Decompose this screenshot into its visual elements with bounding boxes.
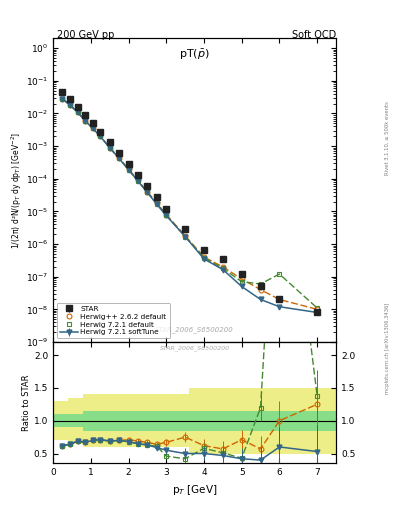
Herwig 7.2.1 default [202, 254, 206, 261]
Herwig 7.2.1 default [68, 102, 72, 108]
Herwig 7.2.1 default [107, 144, 112, 151]
Text: Rivet 3.1.10, ≥ 500k events: Rivet 3.1.10, ≥ 500k events [385, 101, 390, 175]
Herwig 7.2.1 default [145, 189, 150, 196]
Herwig++ 2.6.2 default [183, 232, 187, 239]
Herwig++ 2.6.2 default [136, 177, 140, 183]
Herwig 7.2.1 default [60, 96, 65, 102]
Herwig++ 2.6.2 default [83, 118, 88, 124]
Line: Herwig++ 2.6.2 default: Herwig++ 2.6.2 default [60, 96, 320, 312]
Herwig++ 2.6.2 default [126, 166, 131, 172]
Text: pT($\bar{p}$): pT($\bar{p}$) [179, 48, 210, 62]
Herwig++ 2.6.2 default [239, 276, 244, 282]
Herwig 7.2.1 default [258, 281, 263, 287]
Herwig++ 2.6.2 default [277, 296, 282, 303]
Herwig++ 2.6.2 default [315, 306, 320, 312]
Herwig 7.2.1 default [98, 133, 103, 139]
Herwig++ 2.6.2 default [75, 109, 80, 115]
Herwig++ 2.6.2 default [117, 155, 121, 161]
Herwig 7.2.1 default [83, 118, 88, 124]
Y-axis label: Ratio to STAR: Ratio to STAR [22, 374, 31, 431]
Herwig 7.2.1 default [90, 125, 95, 132]
Herwig 7.2.1 default [220, 265, 225, 271]
Herwig 7.2.1 default [183, 233, 187, 240]
Herwig 7.2.1 default [277, 271, 282, 277]
Text: STAR_2006_S6500200: STAR_2006_S6500200 [160, 346, 230, 351]
Herwig 7.2.1 default [75, 109, 80, 115]
Text: STAR_2006_S6500200: STAR_2006_S6500200 [155, 326, 234, 333]
Herwig++ 2.6.2 default [154, 200, 159, 206]
Herwig++ 2.6.2 default [258, 287, 263, 293]
Herwig++ 2.6.2 default [60, 96, 65, 102]
Herwig++ 2.6.2 default [145, 189, 150, 195]
Herwig 7.2.1 default [136, 178, 140, 184]
Text: Soft QCD: Soft QCD [292, 30, 336, 40]
Herwig++ 2.6.2 default [90, 125, 95, 132]
Herwig 7.2.1 default [154, 201, 159, 207]
Text: mcplots.cern.ch [arXiv:1306.3436]: mcplots.cern.ch [arXiv:1306.3436] [385, 303, 390, 394]
Herwig++ 2.6.2 default [107, 144, 112, 151]
Herwig++ 2.6.2 default [220, 264, 225, 270]
Y-axis label: 1/(2π) d²N/(p$_T$ dy dp$_T$) [GeV$^{-2}$]: 1/(2π) d²N/(p$_T$ dy dp$_T$) [GeV$^{-2}$… [10, 132, 24, 249]
Herwig 7.2.1 default [117, 155, 121, 161]
Herwig 7.2.1 default [126, 166, 131, 173]
Herwig 7.2.1 default [164, 212, 169, 219]
Herwig++ 2.6.2 default [68, 102, 72, 108]
Herwig++ 2.6.2 default [202, 254, 206, 260]
X-axis label: p$_T$ [GeV]: p$_T$ [GeV] [172, 483, 217, 497]
Legend: STAR, Herwig++ 2.6.2 default, Herwig 7.2.1 default, Herwig 7.2.1 softTune: STAR, Herwig++ 2.6.2 default, Herwig 7.2… [57, 303, 169, 338]
Herwig 7.2.1 default [239, 279, 244, 285]
Line: Herwig 7.2.1 default: Herwig 7.2.1 default [60, 96, 320, 310]
Herwig++ 2.6.2 default [98, 133, 103, 139]
Text: 200 GeV pp: 200 GeV pp [57, 30, 114, 40]
Herwig 7.2.1 default [315, 305, 320, 311]
Herwig++ 2.6.2 default [164, 211, 169, 218]
